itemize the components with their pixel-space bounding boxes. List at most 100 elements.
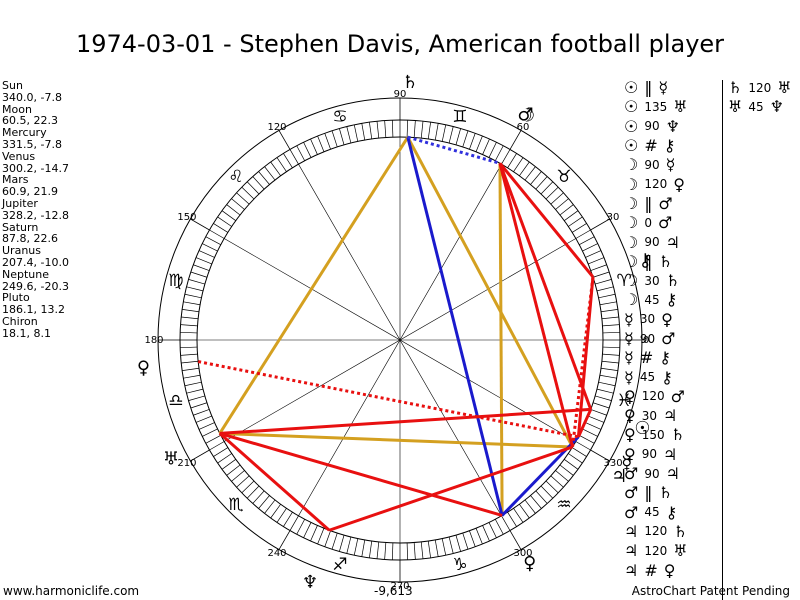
degree-tick	[391, 542, 394, 560]
chart-title: 1974-03-01 - Stephen Davis, American foo…	[75, 30, 725, 58]
mercury-icon: ☿	[621, 453, 632, 474]
degree-tick	[501, 515, 511, 531]
planet-coords: 60.5, 22.3	[2, 114, 58, 128]
planet-name: Mercury	[2, 126, 47, 140]
chiron-icon: ⚷	[639, 250, 652, 271]
degree-tick	[599, 301, 617, 306]
degree-tick	[376, 121, 380, 139]
neptune-icon: ♆	[302, 572, 318, 593]
aspect-row: ☽ 90 ☿	[624, 155, 724, 174]
degree-tick	[231, 470, 245, 482]
degree-tick	[202, 428, 218, 437]
degree-tick	[303, 522, 312, 538]
degree-tick	[181, 360, 199, 364]
degree-tick	[524, 166, 536, 181]
degree-tick	[258, 495, 270, 509]
pluto-icon: ♀	[137, 357, 150, 378]
aspect-planet-icon: ♅	[777, 78, 792, 98]
cusp-line	[590, 218, 610, 231]
degree-tick	[530, 171, 542, 185]
planet-name: Saturn	[2, 220, 39, 234]
degree-tick	[598, 293, 616, 299]
aspect-planet-icon: ☽	[624, 193, 639, 213]
aspect-list-divider	[722, 80, 723, 600]
degree-tick	[324, 133, 331, 150]
leo-sign-icon: ♌	[228, 167, 243, 187]
degree-tick	[513, 157, 524, 172]
aspect-angle: 120	[748, 80, 772, 95]
pisces-sign-icon: ♓	[616, 391, 631, 411]
degree-tick	[579, 236, 595, 246]
degree-tick	[264, 166, 276, 181]
aspect-row: ☽ 90 ♃	[624, 232, 724, 252]
degree-tick	[384, 120, 387, 138]
degree-tick	[226, 464, 241, 476]
degree-tick	[585, 250, 602, 258]
degree-tick	[182, 367, 200, 371]
aspect-planet-icon: ♀	[624, 386, 636, 406]
degree-tick	[602, 353, 620, 356]
degree-tick	[198, 250, 215, 258]
aspect-row: ♀ 150 ♄	[624, 425, 724, 444]
aspect-row: ♂ ‖ ♄	[624, 483, 724, 502]
aspect-row: ☽ ‖ ♄	[624, 252, 724, 271]
degree-tick	[303, 142, 312, 158]
aspect-planet-icon: ♃	[665, 232, 680, 252]
aspect-planet-icon: ☽	[624, 271, 639, 291]
degree-tick	[270, 504, 281, 519]
degree-label: 180	[144, 335, 163, 346]
degree-tick	[501, 149, 511, 165]
degree-tick	[524, 499, 536, 514]
aspect-planet-icon: ♄	[673, 521, 688, 541]
aspect-line-saturn-uranus	[218, 136, 410, 435]
degree-tick	[550, 192, 564, 205]
degree-tick	[596, 388, 614, 394]
aspect-planet-icon: ♂	[661, 329, 676, 348]
degree-tick	[331, 130, 338, 148]
aspect-planet-icon: ♃	[663, 444, 678, 464]
aspect-row: ♃ # ♀	[624, 560, 724, 580]
aspect-row: ☽ ‖ ♂	[624, 194, 724, 213]
aspect-angle: 30	[644, 273, 660, 288]
degree-tick	[559, 464, 574, 476]
degree-tick	[571, 223, 587, 233]
aspect-angle: 150	[641, 427, 665, 442]
degree-tick	[540, 485, 554, 499]
degree-tick	[183, 301, 201, 306]
degree-tick	[205, 434, 221, 444]
aspect-planet-icon: ☽	[624, 174, 639, 194]
aspect-angle: 30	[639, 312, 656, 327]
degree-tick	[598, 381, 616, 387]
degree-tick	[317, 135, 325, 152]
aspect-planet-icon: ♄	[670, 425, 685, 445]
aspect-planet-icon: ♃	[663, 406, 678, 426]
degree-tick	[180, 346, 198, 349]
website-link[interactable]: www.harmoniclife.com	[3, 584, 140, 598]
degree-tick	[406, 542, 409, 560]
aspect-lines	[197, 135, 595, 532]
wheel-spokes	[158, 98, 642, 582]
degree-tick	[205, 236, 221, 246]
aspect-angle: 90	[641, 447, 657, 462]
zodiac-signs: ♈ ♉ ♊ ♋ ♌ ♍ ♎ ♏ ♐ ♑ ♒ ♓	[168, 107, 631, 575]
aspect-row: ♀ 90 ♃	[624, 445, 724, 464]
aspect-row: ☿ 90 ♂	[624, 329, 724, 348]
aspect-planet-icon: ♂	[658, 193, 673, 213]
aspect-planet-icon: ♄	[728, 78, 743, 98]
aspect-planet-icon: ♂	[670, 386, 685, 406]
saturn-icon: ♄	[402, 72, 418, 93]
aspect-planet-icon: ♀	[663, 560, 676, 580]
aspect-angle: 90	[644, 235, 660, 250]
planet-name: Pluto	[2, 291, 30, 305]
degree-tick	[535, 176, 548, 190]
aspect-row: ♅ 45 ♆	[728, 97, 800, 116]
degree-tick	[289, 149, 299, 165]
aspect-planet-icon: ♂	[624, 483, 639, 503]
degree-tick	[406, 120, 409, 138]
degree-tick	[186, 388, 204, 394]
degree-tick	[601, 316, 619, 320]
aspect-row: ♂ 45 ⚷	[624, 503, 724, 522]
aspect-planet-icon: ☿	[665, 155, 676, 175]
aspect-row: ♃ 120 ♄	[624, 522, 724, 541]
aspect-row: ☉ # ⚷	[624, 136, 724, 155]
